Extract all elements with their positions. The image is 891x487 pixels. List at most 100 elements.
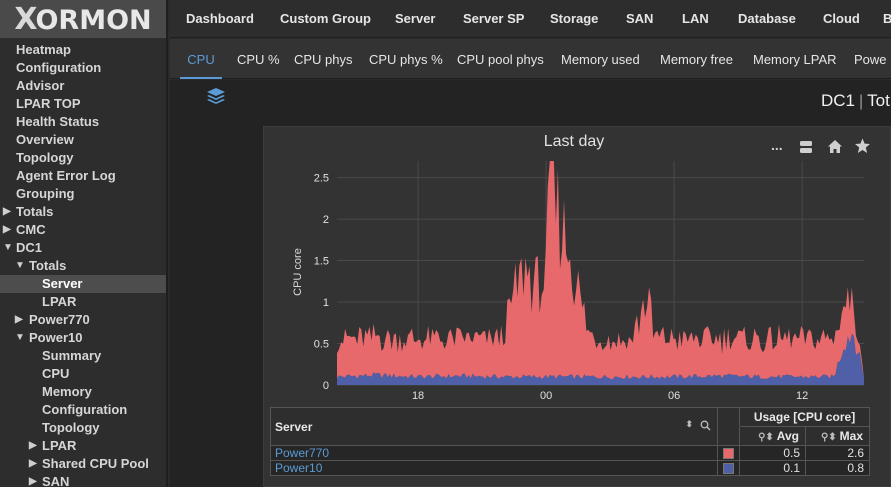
search-icon[interactable] — [700, 420, 711, 431]
y-tick-label: 0 — [323, 380, 329, 392]
sidebar-item-dc1[interactable]: ▼ DC1 — [0, 239, 166, 257]
sidebar-item-power10-configuration[interactable]: Configuration — [42, 402, 128, 417]
nav-cloud[interactable]: Cloud — [823, 11, 860, 26]
sidebar-item-summary[interactable]: Summary — [42, 348, 102, 363]
avg-column-header[interactable]: ⚲⬍ Avg — [739, 426, 807, 446]
expand-arrow-icon[interactable]: ▶ — [29, 440, 37, 451]
max-value: 2.6 — [805, 445, 870, 461]
more-options-icon[interactable]: ... — [771, 137, 783, 153]
sub-tabs: CPU CPU % CPU phys CPU phys % CPU pool p… — [170, 39, 891, 79]
tab-memory-free[interactable]: Memory free — [660, 52, 733, 67]
sidebar-item-cpu[interactable]: CPU — [42, 366, 70, 381]
sidebar-item-label: Shared CPU Pool — [42, 456, 149, 471]
breadcrumb-totals-truncated: Tot — [867, 91, 890, 110]
sidebar-item-overview[interactable]: Overview — [16, 132, 74, 147]
sidebar-item-memory[interactable]: Memory — [42, 384, 92, 399]
color-column-header — [717, 407, 741, 427]
sidebar-item-label: Totals — [16, 204, 54, 219]
sidebar-item-lpar[interactable]: LPAR — [42, 294, 77, 309]
content-area: DC1 | Tot 0 0.5 1 1.5 2 2.5 18 00 06 12 CPU core L… — [170, 80, 891, 487]
nav-database[interactable]: Database — [738, 11, 796, 26]
collapse-arrow-icon[interactable]: ▼ — [15, 260, 25, 271]
tab-cpu-phys-percent[interactable]: CPU phys % — [369, 52, 443, 67]
sidebar-item-san[interactable]: ▶ SAN — [0, 473, 166, 487]
sidebar-item-agent-error-log[interactable]: Agent Error Log — [16, 168, 116, 183]
sidebar-item-label: DC1 — [16, 240, 43, 255]
max-value: 0.8 — [805, 460, 870, 476]
sidebar: XORMON Heatmap Configuration Advisor LPA… — [0, 0, 168, 487]
breadcrumb: DC1 | Tot — [821, 91, 890, 111]
nav-dashboard[interactable]: Dashboard — [186, 11, 254, 26]
tab-memory-lpar[interactable]: Memory LPAR — [753, 52, 837, 67]
color-column-header-lower — [717, 426, 741, 446]
sidebar-item-health-status[interactable]: Health Status — [16, 114, 100, 129]
sidebar-item-label: LPAR — [42, 438, 77, 453]
nav-b-truncated[interactable]: B — [883, 11, 891, 26]
layers-icon[interactable] — [206, 87, 226, 105]
sidebar-item-totals[interactable]: ▶ Totals — [0, 203, 166, 221]
sidebar-item-cmc[interactable]: ▶ CMC — [0, 221, 166, 239]
sidebar-item-dc1-totals[interactable]: ▼ Totals — [0, 257, 166, 275]
table-row: Power10 0.1 0.8 — [269, 460, 870, 476]
home-icon[interactable] — [827, 139, 843, 154]
x-tick-label: 12 — [796, 390, 808, 402]
cpu-chart: 0 0.5 1 1.5 2 2.5 18 00 06 12 CPU core — [292, 161, 864, 402]
sidebar-item-lpar-top[interactable]: LPAR TOP — [16, 96, 81, 111]
series-area-power10 — [337, 333, 864, 385]
sidebar-item-server[interactable]: Server — [0, 275, 166, 293]
expand-arrow-icon[interactable]: ▶ — [3, 206, 11, 217]
sidebar-item-heatmap[interactable]: Heatmap — [16, 42, 71, 57]
nav-custom-group[interactable]: Custom Group — [280, 11, 371, 26]
collapse-arrow-icon[interactable]: ▼ — [15, 332, 25, 343]
sidebar-item-power10-topology[interactable]: Topology — [42, 420, 100, 435]
sidebar-item-power10-lpar[interactable]: ▶ LPAR — [0, 437, 166, 455]
y-axis-label: CPU core — [292, 248, 304, 296]
search-sort-icon[interactable]: ⚲⬍ — [758, 432, 774, 443]
server-column-header[interactable]: Server ⬍ — [269, 407, 719, 446]
chart-panel: 0 0.5 1 1.5 2 2.5 18 00 06 12 CPU core Last day … — [263, 126, 891, 487]
tab-powe-truncated[interactable]: Powe — [854, 52, 887, 67]
logo-text: ORMON — [35, 4, 152, 36]
sidebar-item-power770[interactable]: ▶ Power770 — [0, 311, 166, 329]
table-toggle-icon[interactable] — [799, 140, 813, 154]
sidebar-item-power10[interactable]: ▼ Power10 — [0, 329, 166, 347]
nav-lan[interactable]: LAN — [682, 11, 709, 26]
nav-server-sp[interactable]: Server SP — [463, 11, 525, 26]
expand-arrow-icon[interactable]: ▶ — [29, 458, 37, 469]
expand-arrow-icon[interactable]: ▶ — [29, 476, 37, 487]
nav-storage[interactable]: Storage — [550, 11, 599, 26]
expand-arrow-icon[interactable]: ▶ — [15, 314, 23, 325]
sidebar-item-topology[interactable]: Topology — [16, 150, 74, 165]
sidebar-item-grouping[interactable]: Grouping — [16, 186, 75, 201]
max-column-header[interactable]: ⚲⬍ Max — [805, 426, 870, 446]
sidebar-item-advisor[interactable]: Advisor — [16, 78, 65, 93]
series-area-power770 — [337, 161, 864, 380]
nav-san[interactable]: SAN — [626, 11, 654, 26]
sidebar-item-shared-cpu-pool[interactable]: ▶ Shared CPU Pool — [0, 455, 166, 473]
sort-icon[interactable]: ⬍ — [685, 419, 694, 429]
server-link-power10[interactable]: Power10 — [269, 460, 719, 476]
tab-cpu-percent[interactable]: CPU % — [237, 52, 280, 67]
sidebar-item-configuration[interactable]: Configuration — [16, 60, 102, 75]
nav-server[interactable]: Server — [395, 11, 436, 26]
collapse-arrow-icon[interactable]: ▼ — [3, 242, 13, 253]
y-tick-label: 1 — [323, 297, 329, 309]
tab-cpu-phys[interactable]: CPU phys — [294, 52, 353, 67]
expand-arrow-icon[interactable]: ▶ — [3, 224, 11, 235]
series-color-swatch — [723, 463, 735, 475]
x-axis-ticks: 18 00 06 12 — [412, 390, 808, 402]
tab-memory-used[interactable]: Memory used — [561, 52, 640, 67]
server-usage-table: Server ⬍ Usage [CPU core] ⚲⬍ Avg ⚲⬍ Max Po… — [269, 407, 870, 476]
tab-cpu[interactable]: CPU — [180, 39, 222, 79]
logo-box[interactable]: XORMON — [0, 0, 166, 38]
server-column-label: Server — [275, 419, 313, 434]
chart-areas — [337, 161, 864, 385]
server-link-power770[interactable]: Power770 — [269, 445, 719, 461]
tab-cpu-pool-phys[interactable]: CPU pool phys — [457, 52, 544, 67]
x-tick-label: 00 — [540, 390, 552, 402]
avg-value: 0.5 — [739, 445, 807, 461]
y-tick-label: 0.5 — [314, 339, 329, 351]
star-favorite-icon[interactable] — [854, 138, 871, 154]
search-sort-icon[interactable]: ⚲⬍ — [820, 432, 837, 443]
